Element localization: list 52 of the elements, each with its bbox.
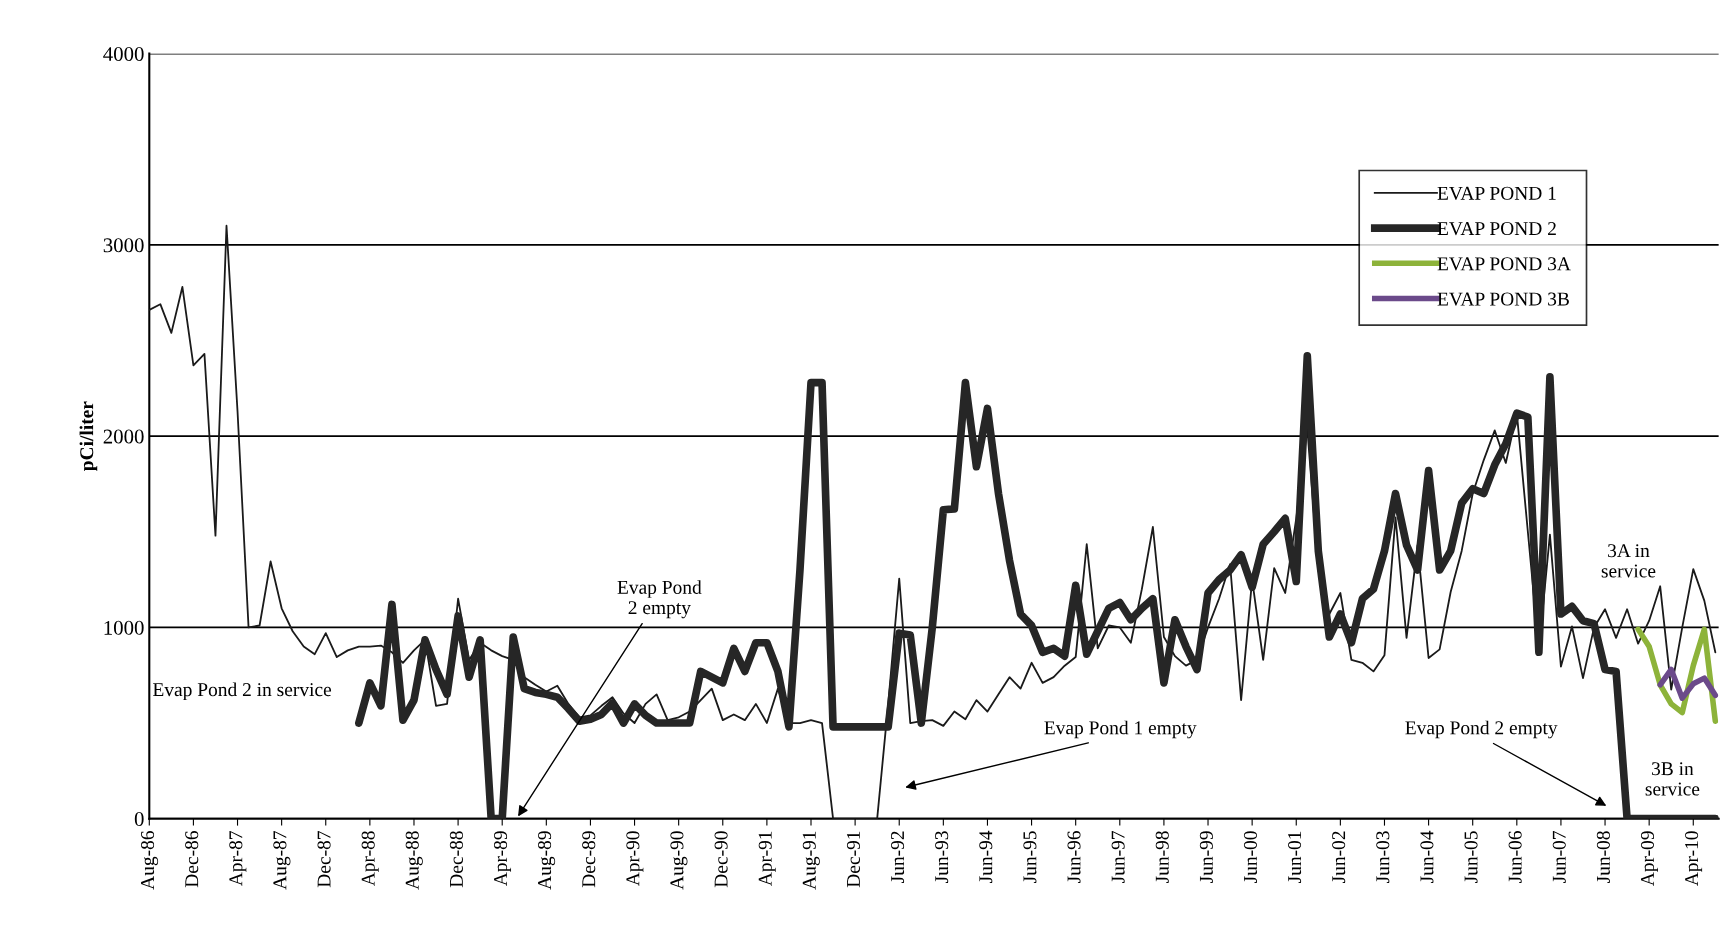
- x-tick-label: Jun-00: [1243, 831, 1258, 883]
- x-tick-label: Dec-86: [185, 831, 199, 888]
- annotation: Evap Pond 2 empty: [617, 580, 702, 619]
- x-tick-label: Apr-90: [626, 831, 644, 887]
- x-tick-label: Jun-94: [979, 830, 993, 883]
- y-tick-label: 3000: [103, 238, 144, 253]
- x-tick-label: Jun-06: [1508, 831, 1522, 883]
- legend-label: EVAP POND 3B: [1437, 292, 1569, 306]
- x-tick-label: Jun-01: [1288, 831, 1302, 883]
- x-tick-label: Aug-88: [405, 831, 423, 890]
- annotation: Evap Pond 2 empty: [1405, 720, 1558, 739]
- x-tick-label: Apr-87: [229, 831, 247, 887]
- x-tick-label: Apr-09: [1640, 831, 1658, 887]
- x-tick-label: Dec-87: [317, 831, 331, 888]
- x-tick-label: Dec-88: [449, 831, 463, 888]
- legend-label: EVAP POND 1: [1437, 186, 1556, 200]
- annotation: 3A in service: [1601, 544, 1656, 578]
- x-tick-label: Aug-89: [538, 831, 556, 890]
- y-tick-label: 2000: [103, 429, 144, 444]
- x-tick-label: Jun-97: [1111, 831, 1125, 883]
- annotation: Evap Pond 1 empty: [1044, 720, 1197, 739]
- x-tick-label: Apr-89: [493, 831, 512, 887]
- x-tick-label: Jun-93: [935, 831, 949, 883]
- y-tick-label: 1000: [104, 620, 144, 635]
- x-tick-label: Jun-05: [1464, 831, 1478, 883]
- x-tick-label: Jun-98: [1155, 831, 1169, 883]
- annotation: 3B in service: [1645, 762, 1700, 796]
- x-tick-label: Aug-87: [273, 831, 291, 890]
- x-tick-label: Dec-91: [846, 831, 860, 888]
- x-tick-label: Jun-99: [1199, 831, 1213, 883]
- y-axis-title: pCi/liter: [79, 401, 98, 472]
- x-tick-label: Aug-90: [670, 831, 688, 890]
- x-tick-label: Jun-08: [1596, 831, 1610, 883]
- legend-label: EVAP POND 2: [1437, 222, 1556, 236]
- x-tick-label: Jun-03: [1376, 831, 1390, 883]
- y-tick-label: 4000: [103, 47, 144, 62]
- x-tick-label: Apr-10: [1685, 831, 1703, 887]
- y-tick-label: 0: [134, 812, 144, 827]
- x-tick-label: Jun-04: [1420, 830, 1434, 883]
- legend-label: EVAP POND 3A: [1437, 257, 1571, 271]
- x-tick-label: Dec-90: [714, 831, 728, 888]
- x-tick-label: Apr-88: [361, 831, 379, 887]
- x-tick-label: Jun-07: [1552, 831, 1566, 883]
- x-tick-label: Jun-95: [1023, 831, 1037, 883]
- x-tick-label: Jun-96: [1067, 831, 1081, 883]
- x-tick-label: Aug-91: [802, 831, 820, 890]
- x-tick-label: Jun-02: [1332, 831, 1346, 883]
- x-tick-label: Dec-89: [582, 831, 596, 888]
- x-tick-label: Jun-92: [891, 831, 905, 883]
- x-tick-label: Aug-86: [140, 831, 159, 890]
- annotation: Evap Pond 2 in service: [152, 682, 332, 701]
- x-tick-label: Apr-91: [758, 831, 776, 887]
